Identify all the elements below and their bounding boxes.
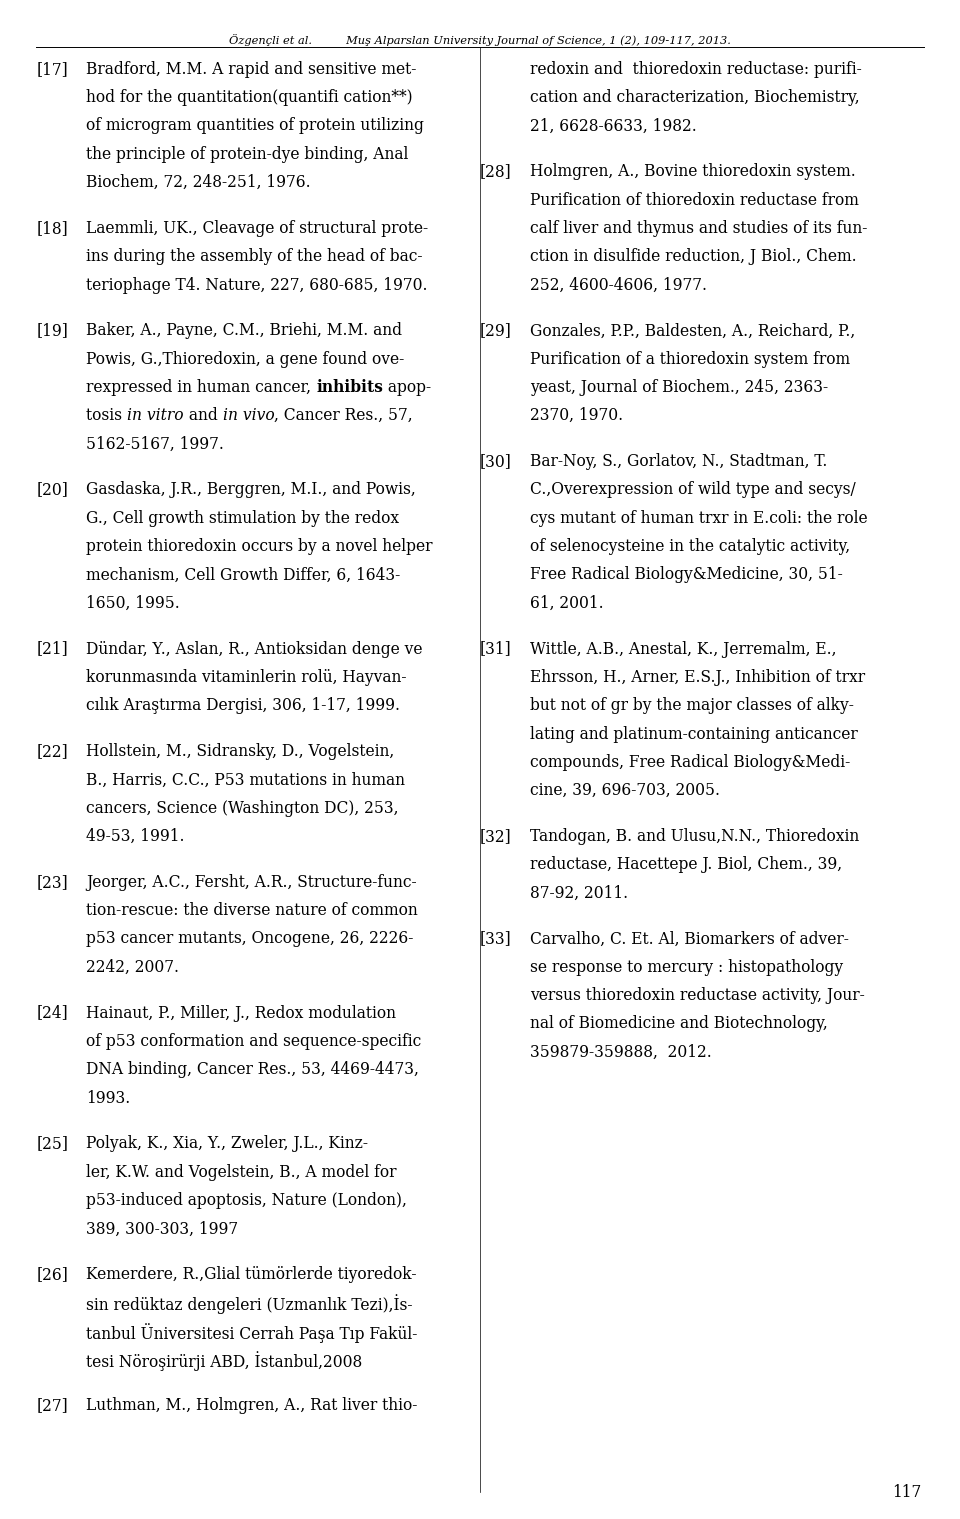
Text: Bradford, M.M. A rapid and sensitive met-: Bradford, M.M. A rapid and sensitive met… [86, 61, 417, 77]
Text: of microgram quantities of protein utilizing: of microgram quantities of protein utili… [86, 117, 424, 134]
Text: ler, K.W. and Vogelstein, B., A model for: ler, K.W. and Vogelstein, B., A model fo… [86, 1164, 396, 1180]
Text: Biochem, 72, 248-251, 1976.: Biochem, 72, 248-251, 1976. [86, 175, 311, 191]
Text: C.,Overexpression of wild type and secys/: C.,Overexpression of wild type and secys… [530, 482, 855, 498]
Text: 117: 117 [893, 1484, 922, 1501]
Text: tanbul Üniversitesi Cerrah Paşa Tıp Fakül-: tanbul Üniversitesi Cerrah Paşa Tıp Fakü… [86, 1323, 418, 1343]
Text: [22]: [22] [36, 743, 68, 760]
Text: G., Cell growth stimulation by the redox: G., Cell growth stimulation by the redox [86, 510, 399, 527]
Text: [19]: [19] [36, 322, 68, 339]
Text: in vitro: in vitro [128, 407, 184, 424]
Text: [33]: [33] [480, 931, 512, 948]
Text: cys mutant of human trxr in E.coli: the role: cys mutant of human trxr in E.coli: the … [530, 510, 868, 527]
Text: inhibits: inhibits [316, 380, 383, 396]
Text: but not of gr by the major classes of alky-: but not of gr by the major classes of al… [530, 697, 853, 714]
Text: cation and characterization, Biochemistry,: cation and characterization, Biochemistr… [530, 90, 859, 106]
Text: p53 cancer mutants, Oncogene, 26, 2226-: p53 cancer mutants, Oncogene, 26, 2226- [86, 931, 414, 948]
Text: tesi Nöroşirürji ABD, İstanbul,2008: tesi Nöroşirürji ABD, İstanbul,2008 [86, 1352, 363, 1372]
Text: apop-: apop- [383, 380, 431, 396]
Text: 2242, 2007.: 2242, 2007. [86, 958, 180, 975]
Text: Kemerdere, R.,Glial tümörlerde tiyoredok-: Kemerdere, R.,Glial tümörlerde tiyoredok… [86, 1267, 417, 1284]
Text: compounds, Free Radical Biology&Medi-: compounds, Free Radical Biology&Medi- [530, 753, 851, 770]
Text: [30]: [30] [480, 453, 512, 469]
Text: [17]: [17] [36, 61, 68, 77]
Text: of p53 conformation and sequence-specific: of p53 conformation and sequence-specifi… [86, 1033, 421, 1050]
Text: calf liver and thymus and studies of its fun-: calf liver and thymus and studies of its… [530, 220, 867, 237]
Text: 21, 6628-6633, 1982.: 21, 6628-6633, 1982. [530, 117, 697, 134]
Text: cılık Araştırma Dergisi, 306, 1-17, 1999.: cılık Araştırma Dergisi, 306, 1-17, 1999… [86, 697, 400, 714]
Text: 5162-5167, 1997.: 5162-5167, 1997. [86, 436, 225, 453]
Text: DNA binding, Cancer Res., 53, 4469-4473,: DNA binding, Cancer Res., 53, 4469-4473, [86, 1062, 420, 1078]
Text: [29]: [29] [480, 322, 512, 339]
Text: Gasdaska, J.R., Berggren, M.I., and Powis,: Gasdaska, J.R., Berggren, M.I., and Powi… [86, 482, 416, 498]
Text: Gonzales, P.P., Baldesten, A., Reichard, P.,: Gonzales, P.P., Baldesten, A., Reichard,… [530, 322, 855, 339]
Text: [26]: [26] [36, 1267, 68, 1284]
Text: Tandogan, B. and Ulusu,N.N., Thioredoxin: Tandogan, B. and Ulusu,N.N., Thioredoxin [530, 828, 859, 845]
Text: the principle of protein-dye binding, Anal: the principle of protein-dye binding, An… [86, 146, 409, 163]
Text: Özgençli et al.   Muş Alparslan University Journal of Science, 1 (2), 109-117, 2: Özgençli et al. Muş Alparslan University… [229, 35, 731, 46]
Text: yeast, Journal of Biochem., 245, 2363-: yeast, Journal of Biochem., 245, 2363- [530, 380, 828, 396]
Text: 252, 4600-4606, 1977.: 252, 4600-4606, 1977. [530, 276, 707, 293]
Text: sin redüktaz dengeleri (Uzmanlık Tezi),İs-: sin redüktaz dengeleri (Uzmanlık Tezi),İ… [86, 1294, 413, 1314]
Text: 389, 300-303, 1997: 389, 300-303, 1997 [86, 1220, 238, 1238]
Text: rexpressed in human cancer,: rexpressed in human cancer, [86, 380, 316, 396]
Text: Jeorger, A.C., Fersht, A.R., Structure-func-: Jeorger, A.C., Fersht, A.R., Structure-f… [86, 873, 417, 890]
Text: tosis: tosis [86, 407, 128, 424]
Text: [27]: [27] [36, 1397, 68, 1414]
Text: in vivo: in vivo [223, 407, 275, 424]
Text: 87-92, 2011.: 87-92, 2011. [530, 884, 628, 902]
Text: Purification of thioredoxin reductase from: Purification of thioredoxin reductase fr… [530, 191, 859, 208]
Text: Dündar, Y., Aslan, R., Antioksidan denge ve: Dündar, Y., Aslan, R., Antioksidan denge… [86, 641, 423, 658]
Text: Ehrsson, H., Arner, E.S.J., Inhibition of trxr: Ehrsson, H., Arner, E.S.J., Inhibition o… [530, 668, 865, 687]
Text: Free Radical Biology&Medicine, 30, 51-: Free Radical Biology&Medicine, 30, 51- [530, 567, 843, 583]
Text: 359879-359888,  2012.: 359879-359888, 2012. [530, 1044, 711, 1060]
Text: Wittle, A.B., Anestal, K., Jerremalm, E.,: Wittle, A.B., Anestal, K., Jerremalm, E.… [530, 641, 836, 658]
Text: se response to mercury : histopathology: se response to mercury : histopathology [530, 958, 843, 975]
Text: 1993.: 1993. [86, 1089, 131, 1106]
Text: , Cancer Res., 57,: , Cancer Res., 57, [275, 407, 413, 424]
Text: Carvalho, C. Et. Al, Biomarkers of adver-: Carvalho, C. Et. Al, Biomarkers of adver… [530, 931, 849, 948]
Text: korunmasında vitaminlerin rolü, Hayvan-: korunmasında vitaminlerin rolü, Hayvan- [86, 668, 407, 687]
Text: [28]: [28] [480, 163, 512, 181]
Text: tion-rescue: the diverse nature of common: tion-rescue: the diverse nature of commo… [86, 902, 419, 919]
Text: ins during the assembly of the head of bac-: ins during the assembly of the head of b… [86, 248, 423, 266]
Text: redoxin and  thioredoxin reductase: purifi-: redoxin and thioredoxin reductase: purif… [530, 61, 862, 77]
Text: Baker, A., Payne, C.M., Briehi, M.M. and: Baker, A., Payne, C.M., Briehi, M.M. and [86, 322, 402, 339]
Text: protein thioredoxin occurs by a novel helper: protein thioredoxin occurs by a novel he… [86, 538, 433, 554]
Text: Hainaut, P., Miller, J., Redox modulation: Hainaut, P., Miller, J., Redox modulatio… [86, 1004, 396, 1022]
Text: [20]: [20] [36, 482, 68, 498]
Text: Powis, G.,Thioredoxin, a gene found ove-: Powis, G.,Thioredoxin, a gene found ove- [86, 351, 405, 368]
Text: hod for the quantitation(quantifi cation**): hod for the quantitation(quantifi cation… [86, 90, 413, 106]
Text: lating and platinum-containing anticancer: lating and platinum-containing anticance… [530, 726, 857, 743]
Text: Hollstein, M., Sidransky, D., Vogelstein,: Hollstein, M., Sidransky, D., Vogelstein… [86, 743, 395, 760]
Text: cine, 39, 696-703, 2005.: cine, 39, 696-703, 2005. [530, 782, 720, 799]
Text: [24]: [24] [36, 1004, 68, 1022]
Text: and: and [184, 407, 223, 424]
Text: Luthman, M., Holmgren, A., Rat liver thio-: Luthman, M., Holmgren, A., Rat liver thi… [86, 1397, 418, 1414]
Text: nal of Biomedicine and Biotechnology,: nal of Biomedicine and Biotechnology, [530, 1016, 828, 1033]
Text: 1650, 1995.: 1650, 1995. [86, 595, 180, 612]
Text: versus thioredoxin reductase activity, Jour-: versus thioredoxin reductase activity, J… [530, 987, 865, 1004]
Text: 61, 2001.: 61, 2001. [530, 595, 604, 612]
Text: ction in disulfide reduction, J Biol., Chem.: ction in disulfide reduction, J Biol., C… [530, 248, 856, 266]
Text: p53-induced apoptosis, Nature (London),: p53-induced apoptosis, Nature (London), [86, 1192, 407, 1209]
Text: of selenocysteine in the catalytic activity,: of selenocysteine in the catalytic activ… [530, 538, 850, 554]
Text: [18]: [18] [36, 220, 68, 237]
Text: reductase, Hacettepe J. Biol, Chem., 39,: reductase, Hacettepe J. Biol, Chem., 39, [530, 857, 842, 873]
Text: Holmgren, A., Bovine thioredoxin system.: Holmgren, A., Bovine thioredoxin system. [530, 163, 855, 181]
Text: [21]: [21] [36, 641, 68, 658]
Text: [31]: [31] [480, 641, 512, 658]
Text: Laemmli, UK., Cleavage of structural prote-: Laemmli, UK., Cleavage of structural pro… [86, 220, 428, 237]
Text: [32]: [32] [480, 828, 512, 845]
Text: mechanism, Cell Growth Differ, 6, 1643-: mechanism, Cell Growth Differ, 6, 1643- [86, 567, 400, 583]
Text: Bar-Noy, S., Gorlatov, N., Stadtman, T.: Bar-Noy, S., Gorlatov, N., Stadtman, T. [530, 453, 828, 469]
Text: 49-53, 1991.: 49-53, 1991. [86, 828, 185, 845]
Text: teriophage T4. Nature, 227, 680-685, 1970.: teriophage T4. Nature, 227, 680-685, 197… [86, 276, 428, 293]
Text: Polyak, K., Xia, Y., Zweler, J.L., Kinz-: Polyak, K., Xia, Y., Zweler, J.L., Kinz- [86, 1135, 369, 1153]
Text: [25]: [25] [36, 1135, 68, 1153]
Text: B., Harris, C.C., P53 mutations in human: B., Harris, C.C., P53 mutations in human [86, 772, 405, 788]
Text: Purification of a thioredoxin system from: Purification of a thioredoxin system fro… [530, 351, 850, 368]
Text: [23]: [23] [36, 873, 68, 890]
Text: cancers, Science (Washington DC), 253,: cancers, Science (Washington DC), 253, [86, 799, 399, 817]
Text: 2370, 1970.: 2370, 1970. [530, 407, 623, 424]
